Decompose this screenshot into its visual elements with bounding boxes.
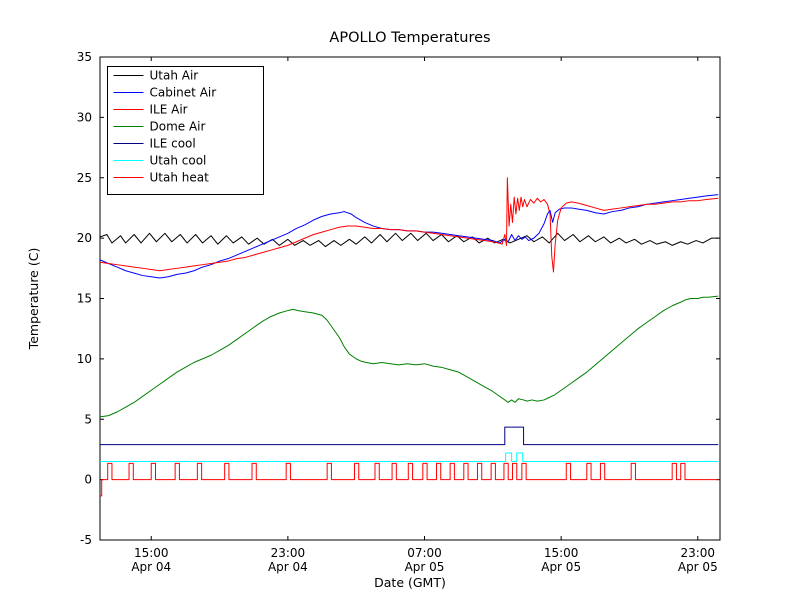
y-axis-label: Temperature (C) <box>26 248 41 351</box>
x-tick-sublabel: Apr 05 <box>678 560 718 574</box>
x-tick-label: 07:00 <box>407 546 442 560</box>
y-tick-label: -5 <box>80 533 92 547</box>
chart-title: APOLLO Temperatures <box>329 30 490 46</box>
y-tick-label: 5 <box>84 412 92 426</box>
x-tick-label: 15:00 <box>134 546 169 560</box>
legend-label-ile-air: ILE Air <box>150 103 188 117</box>
x-tick-label: 23:00 <box>680 546 715 560</box>
legend-label-utah-cool: Utah cool <box>150 154 207 168</box>
legend-label-utah-heat: Utah heat <box>150 171 210 185</box>
x-axis-label: Date (GMT) <box>374 575 446 590</box>
x-tick-sublabel: Apr 05 <box>541 560 581 574</box>
x-tick-sublabel: Apr 05 <box>405 560 445 574</box>
legend-label-ile-cool: ILE cool <box>150 137 196 151</box>
y-tick-label: 30 <box>77 110 92 124</box>
series-utah-heat <box>100 462 719 497</box>
y-tick-label: 35 <box>77 50 92 64</box>
legend-label-utah-air: Utah Air <box>150 69 199 83</box>
series-utah-air <box>99 232 719 248</box>
y-tick-label: 0 <box>84 473 92 487</box>
series-ile-air <box>99 177 719 273</box>
series-cabinet-air <box>99 194 719 279</box>
x-tick-label: 15:00 <box>544 546 579 560</box>
x-tick-sublabel: Apr 04 <box>131 560 171 574</box>
y-tick-label: 25 <box>77 171 92 185</box>
legend-label-dome-air: Dome Air <box>150 120 206 134</box>
series-dome-air <box>99 295 719 418</box>
legend-label-cabinet-air: Cabinet Air <box>150 86 217 100</box>
y-tick-label: 15 <box>77 292 92 306</box>
series-ile-cool <box>100 426 719 446</box>
legend <box>107 66 264 195</box>
x-tick-sublabel: Apr 04 <box>268 560 308 574</box>
y-tick-label: 10 <box>77 352 92 366</box>
y-tick-label: 20 <box>77 231 92 245</box>
x-tick-label: 23:00 <box>271 546 306 560</box>
series-utah-cool <box>100 452 719 463</box>
